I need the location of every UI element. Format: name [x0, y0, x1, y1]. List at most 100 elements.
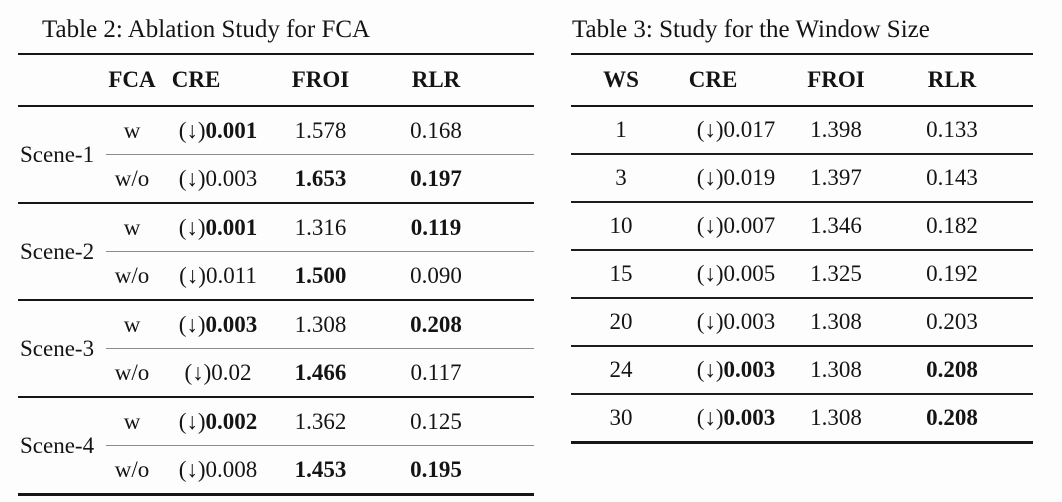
table-row: 1 (↓)0.017 1.398 0.133 — [571, 106, 1033, 154]
table2-group-scene4: Scene-4 w (↓)0.002 1.362 0.125 w/o (↓)0.… — [18, 397, 534, 495]
froi-cell: 1.316 — [278, 203, 363, 252]
froi-cell: 1.453 — [294, 456, 347, 482]
ws-cell: 10 — [609, 213, 633, 238]
fca-cell: w — [106, 397, 158, 446]
down-arrow-icon: (↓) — [178, 456, 206, 482]
table3-caption: Table 3: Study for the Window Size — [572, 16, 930, 43]
scene-label: Scene-3 — [20, 335, 95, 361]
table2: FCA CRE FROI RLR Scene-1 w (↓)0.001 1.57… — [18, 53, 534, 496]
froi-cell: 1.308 — [810, 357, 862, 382]
table3-body: 1 (↓)0.017 1.398 0.133 3 (↓)0.019 1.397 … — [571, 106, 1033, 443]
rlr-cell: 0.125 — [363, 397, 534, 446]
rlr-cell: 0.208 — [363, 300, 534, 349]
cre-cell: (↓)0.003 — [671, 346, 801, 394]
scene-label: Scene-2 — [20, 238, 95, 264]
down-arrow-icon: (↓) — [696, 261, 724, 286]
down-arrow-icon: (↓) — [178, 408, 206, 434]
ws-cell: 20 — [609, 309, 633, 334]
table-row: Scene-3 w (↓)0.003 1.308 0.208 — [18, 300, 534, 361]
cre-cell: (↓)0.003 — [671, 298, 801, 346]
ws-cell: 15 — [609, 261, 633, 286]
table2-group-scene3: Scene-3 w (↓)0.003 1.308 0.208 w/o (↓)0.… — [18, 300, 534, 397]
table2-caption: Table 2: Ablation Study for FCA — [42, 16, 371, 43]
table3-header-cre: CRE — [688, 67, 738, 92]
table3-block: Table 3: Study for the Window Size WS CR… — [571, 10, 1033, 444]
froi-cell: 1.397 — [810, 165, 862, 190]
down-arrow-icon: (↓) — [178, 117, 206, 143]
scene-label: Scene-1 — [20, 141, 95, 167]
rlr-cell: 0.192 — [926, 261, 978, 286]
table-row: w/o (↓)0.008 1.453 0.195 — [18, 446, 534, 495]
table-row: w/o (↓)0.003 1.653 0.197 — [18, 155, 534, 204]
froi-cell: 1.500 — [294, 262, 347, 288]
cre-value: 0.011 — [205, 262, 257, 288]
cre-value: 0.02 — [211, 359, 252, 385]
cre-value: 0.003 — [723, 309, 776, 334]
table-row: 20 (↓)0.003 1.308 0.203 — [571, 298, 1033, 346]
table2-group-scene2: Scene-2 w (↓)0.001 1.316 0.119 w/o (↓)0.… — [18, 203, 534, 300]
fca-cell: w/o — [114, 456, 150, 482]
table-row: 24 (↓)0.003 1.308 0.208 — [571, 346, 1033, 394]
cre-cell: (↓)0.001 — [158, 106, 278, 155]
table-row: w/o (↓)0.02 1.466 0.117 — [18, 349, 534, 398]
scene-label: Scene-4 — [20, 432, 95, 458]
cre-value: 0.001 — [205, 117, 258, 143]
table3: WS CRE FROI RLR 1 (↓)0.017 1.398 0.133 3… — [571, 53, 1033, 444]
froi-cell: 1.362 — [278, 397, 363, 446]
down-arrow-icon: (↓) — [179, 262, 206, 288]
cre-cell: (↓)0.008 — [158, 446, 278, 495]
table2-group-scene1: Scene-1 w (↓)0.001 1.578 0.168 w/o (↓)0.… — [18, 106, 534, 203]
froi-cell: 1.346 — [810, 213, 862, 238]
table2-header-scene — [18, 54, 106, 106]
froi-cell: 1.308 — [810, 405, 862, 430]
table-row: Scene-2 w (↓)0.001 1.316 0.119 — [18, 203, 534, 264]
table-row: Scene-4 w (↓)0.002 1.362 0.125 — [18, 397, 534, 458]
ws-cell: 30 — [609, 405, 633, 430]
rlr-cell: 0.208 — [926, 405, 978, 430]
rlr-cell: 0.143 — [926, 165, 978, 190]
cre-value: 0.003 — [723, 405, 776, 430]
down-arrow-icon: (↓) — [696, 165, 724, 190]
froi-cell: 1.308 — [810, 309, 862, 334]
down-arrow-icon: (↓) — [178, 311, 206, 337]
ws-cell: 24 — [609, 357, 633, 382]
table-row: WS CRE FROI RLR — [571, 54, 1033, 106]
froi-cell: 1.653 — [294, 165, 347, 191]
cre-value: 0.017 — [723, 117, 776, 142]
cre-value: 0.001 — [205, 214, 258, 240]
cre-cell: (↓)0.011 — [158, 252, 278, 301]
table2-block: Table 2: Ablation Study for FCA FCA CRE … — [18, 10, 534, 496]
cre-value: 0.003 — [723, 357, 776, 382]
table-row: 3 (↓)0.019 1.397 0.143 — [571, 154, 1033, 202]
ws-cell: 1 — [615, 117, 627, 142]
froi-cell: 1.466 — [294, 359, 347, 385]
cre-cell: (↓)0.002 — [158, 397, 278, 446]
table2-header-row: FCA CRE FROI RLR — [18, 54, 534, 106]
table-row: 15 (↓)0.005 1.325 0.192 — [571, 250, 1033, 298]
table-row: Scene-1 w (↓)0.001 1.578 0.168 — [18, 106, 534, 167]
down-arrow-icon: (↓) — [696, 405, 724, 430]
cre-value: 0.007 — [723, 213, 776, 238]
down-arrow-icon: (↓) — [184, 359, 212, 385]
cre-value: 0.005 — [723, 261, 776, 286]
cre-cell: (↓)0.003 — [158, 300, 278, 349]
froi-cell: 1.398 — [810, 117, 862, 142]
froi-cell: 1.308 — [278, 300, 363, 349]
rlr-cell: 0.090 — [410, 262, 462, 288]
rlr-cell: 0.182 — [926, 213, 978, 238]
rlr-cell: 0.195 — [410, 456, 462, 482]
table-row: FCA CRE FROI RLR — [18, 54, 534, 106]
table3-header-rlr: RLR — [927, 67, 977, 92]
cre-value: 0.002 — [205, 408, 258, 434]
froi-cell: 1.578 — [278, 106, 363, 155]
fca-cell: w/o — [114, 262, 150, 288]
table2-header-fca: FCA — [108, 67, 156, 92]
fca-cell: w — [106, 203, 158, 252]
rlr-cell: 0.119 — [363, 203, 534, 252]
cre-cell: (↓)0.019 — [671, 154, 801, 202]
cre-cell: (↓)0.003 — [671, 394, 801, 443]
down-arrow-icon: (↓) — [178, 165, 206, 191]
rlr-cell: 0.168 — [363, 106, 534, 155]
table3-header-froi: FROI — [807, 67, 865, 92]
